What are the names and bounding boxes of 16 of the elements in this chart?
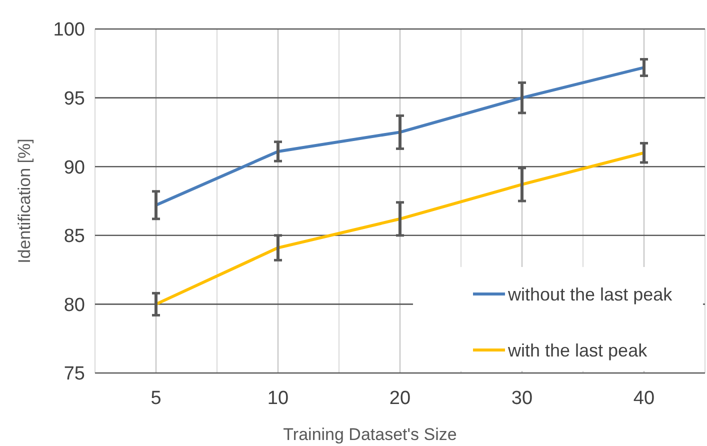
y-axis-title: Identification [%] (15, 138, 34, 264)
x-axis-title: Training Dataset's Size (283, 425, 457, 444)
x-tick-label: 10 (267, 388, 289, 409)
legend-label: without the last peak (507, 284, 674, 304)
y-tick-label: 80 (64, 294, 85, 316)
x-tick-label: 5 (150, 388, 162, 409)
x-tick-label: 20 (389, 388, 411, 409)
x-tick-label: 30 (511, 388, 533, 409)
y-tick-label: 85 (64, 226, 85, 248)
line-series (154, 66, 646, 207)
y-tick-label: 75 (64, 364, 85, 385)
legend-label: with the last peak (507, 340, 648, 360)
y-tick-label: 95 (64, 88, 85, 110)
x-tick-label: 40 (633, 388, 655, 409)
y-tick-label: 90 (64, 157, 85, 178)
y-tick-label: 100 (53, 20, 85, 41)
